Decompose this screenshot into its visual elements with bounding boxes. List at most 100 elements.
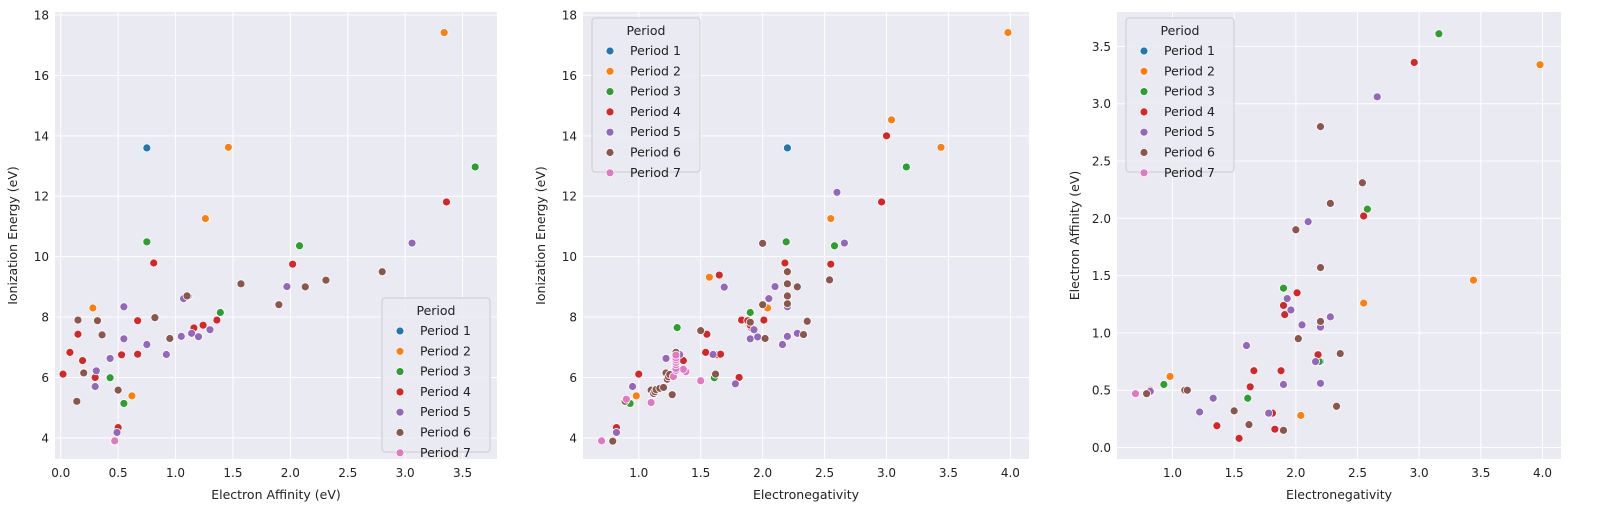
point-period-4 — [1270, 424, 1280, 434]
point-period-3 — [119, 399, 129, 408]
point-period-5 — [764, 294, 774, 304]
point-period-5 — [1372, 92, 1382, 102]
tick-labels: 0.0 0.5 1.0 1.5 2.0 2.5 3.0 3.5 4 6 8 10 12 14 16 18 — [34, 9, 472, 480]
point-period-4 — [78, 356, 87, 365]
legend-marker — [395, 448, 405, 458]
tick-labels: 1.0 1.5 2.0 2.5 3.0 3.5 4.0 0.0 0.5 1.0 1.5 2.0 2.5 3… — [1092, 40, 1552, 480]
x-tick-label: 1.0 — [1163, 466, 1182, 480]
data-points — [58, 28, 480, 446]
x-tick-label: 0.0 — [51, 466, 70, 480]
point-period-5 — [753, 332, 763, 342]
legend-entry: Period 7 — [1164, 165, 1215, 180]
legend-box — [1125, 17, 1235, 173]
point-period-5 — [187, 328, 197, 338]
point-period-5 — [1264, 408, 1274, 418]
legend-title: Period — [627, 23, 666, 38]
y-tick-label: 8 — [569, 311, 577, 325]
x-tick-label: 3.5 — [453, 466, 472, 480]
point-period-5 — [1279, 380, 1288, 389]
legend-marker — [1139, 107, 1149, 117]
legend-marker — [1139, 87, 1149, 96]
x-tick-label: 2.0 — [753, 466, 772, 480]
x-tick-label: 3.5 — [1471, 466, 1490, 480]
legend-marker — [605, 127, 615, 137]
legend-title: Period — [417, 303, 456, 318]
legend-box — [591, 17, 701, 173]
y-tick-label: 12 — [34, 190, 49, 204]
point-period-6 — [758, 238, 768, 248]
y-tick-label: 16 — [34, 69, 49, 83]
point-period-2 — [826, 214, 836, 223]
point-period-5 — [282, 282, 292, 291]
point-period-5 — [745, 334, 755, 344]
point-period-6 — [825, 275, 834, 285]
point-period-4 — [1292, 288, 1302, 298]
point-period-6 — [1293, 334, 1303, 344]
y-tick-label: 3.0 — [1092, 97, 1111, 111]
legend-marker — [1139, 66, 1149, 76]
point-period-5 — [407, 238, 417, 248]
point-period-5 — [119, 302, 129, 312]
point-period-5 — [1311, 357, 1320, 366]
legend-box — [381, 297, 491, 453]
point-period-5 — [119, 334, 129, 344]
legend-entry: Period 7 — [420, 445, 471, 460]
legend-marker — [605, 107, 615, 117]
point-period-2 — [887, 115, 896, 125]
legend-marker — [395, 326, 405, 336]
y-axis-label: Electron Affinity (eV) — [1067, 171, 1082, 301]
x-tick-label: 2.0 — [1286, 466, 1305, 480]
legend-marker — [1139, 168, 1149, 178]
point-period-3 — [1243, 393, 1253, 403]
x-tick-label: 1.0 — [166, 466, 185, 480]
point-period-4 — [882, 131, 891, 141]
point-period-4 — [73, 329, 83, 339]
point-period-3 — [470, 162, 480, 172]
point-period-6 — [745, 317, 755, 327]
point-period-6 — [1142, 389, 1151, 399]
point-period-2 — [1296, 411, 1306, 420]
y-tick-label: 6 — [41, 371, 49, 385]
point-period-4 — [1359, 211, 1369, 221]
point-period-4 — [1234, 433, 1244, 443]
point-period-4 — [714, 270, 724, 280]
legend-marker — [605, 148, 615, 157]
point-period-7 — [597, 436, 606, 446]
point-period-6 — [1244, 420, 1254, 430]
legend-entry: Period 4 — [1164, 104, 1215, 119]
point-period-4 — [1212, 421, 1222, 431]
legend-marker — [395, 407, 405, 417]
point-period-6 — [783, 267, 792, 277]
point-period-5 — [194, 332, 203, 342]
point-period-2 — [704, 272, 714, 282]
point-period-5 — [1303, 217, 1313, 227]
point-period-6 — [792, 282, 802, 292]
point-period-6 — [113, 385, 123, 395]
point-period-5 — [1325, 312, 1335, 322]
x-tick-label: 0.5 — [109, 466, 128, 480]
legend-entry: Period 5 — [1164, 124, 1215, 139]
point-period-5 — [730, 379, 740, 389]
point-period-7 — [646, 398, 656, 407]
point-period-4 — [65, 347, 75, 357]
x-axis-label: Electronegativity — [1286, 487, 1393, 502]
point-period-4 — [117, 350, 126, 360]
point-period-5 — [176, 331, 186, 341]
point-period-6 — [799, 330, 808, 339]
y-tick-label: 18 — [34, 9, 49, 23]
point-period-3 — [830, 241, 839, 251]
point-period-5 — [612, 428, 621, 437]
point-period-4 — [780, 258, 790, 268]
y-tick-label: 6 — [569, 371, 577, 385]
point-period-5 — [628, 382, 637, 391]
x-tick-label: 2.5 — [815, 466, 834, 480]
point-period-6 — [783, 299, 792, 309]
point-period-5 — [719, 282, 729, 292]
legend-marker — [395, 387, 405, 397]
point-period-5 — [105, 354, 115, 363]
tick-labels: 1.0 1.5 2.0 2.5 3.0 3.5 4.0 4 6 8 10 12 14 16 18 — [562, 9, 1020, 480]
point-period-4 — [759, 315, 769, 325]
point-period-5 — [112, 428, 122, 437]
point-period-2 — [1359, 298, 1369, 308]
point-period-6 — [1335, 349, 1345, 358]
